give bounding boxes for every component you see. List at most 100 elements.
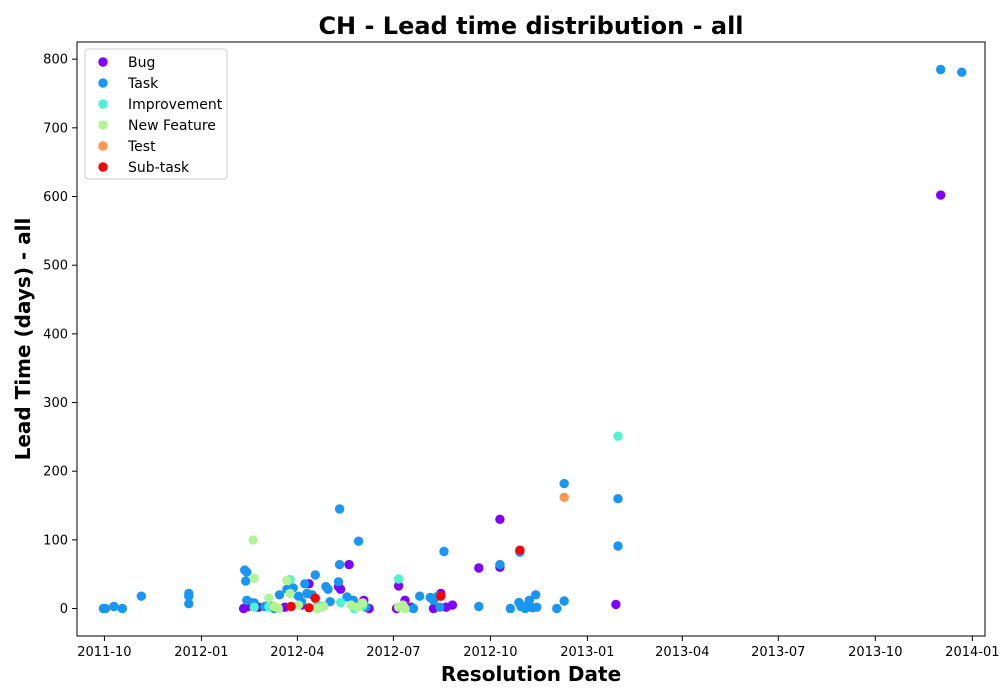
y-tick-label: 400 bbox=[43, 327, 68, 342]
point-task bbox=[334, 559, 345, 570]
x-tick-label: 2013-10 bbox=[848, 645, 902, 660]
x-tick-label: 2012-10 bbox=[463, 645, 517, 660]
point-new-feature bbox=[264, 593, 274, 603]
y-tick-label: 600 bbox=[43, 190, 68, 205]
point-sub-task bbox=[286, 601, 296, 612]
point-new-feature bbox=[319, 601, 329, 612]
point-task bbox=[334, 504, 345, 514]
point-task bbox=[242, 567, 252, 577]
legend-label: New Feature bbox=[128, 118, 216, 134]
chart-title: CH - Lead time distribution - all bbox=[318, 12, 743, 40]
point-task bbox=[474, 601, 484, 612]
point-new-feature bbox=[282, 575, 292, 586]
point-bug bbox=[335, 584, 346, 594]
point-task bbox=[100, 603, 111, 614]
point-new-feature bbox=[400, 603, 410, 614]
y-axis-title: Lead Time (days) - all bbox=[11, 218, 35, 461]
point-sub-task bbox=[310, 593, 320, 603]
point-new-feature bbox=[358, 598, 368, 608]
point-bug bbox=[447, 600, 458, 610]
x-tick-label: 2013-07 bbox=[751, 645, 805, 660]
point-task bbox=[435, 602, 445, 612]
point-task bbox=[310, 570, 320, 580]
point-task bbox=[524, 595, 535, 605]
legend: Bug Task Improvement New Feature Test Sub-tas… bbox=[84, 48, 228, 180]
x-tick-label: 2011-10 bbox=[77, 645, 131, 660]
point-task bbox=[333, 577, 344, 587]
y-tick-label: 0 bbox=[60, 602, 68, 617]
legend-marker bbox=[98, 99, 108, 109]
point-task bbox=[957, 67, 967, 77]
x-tick-label: 2012-07 bbox=[366, 645, 420, 660]
point-task bbox=[117, 603, 128, 614]
point-task bbox=[353, 536, 364, 546]
point-new-feature bbox=[273, 603, 284, 614]
legend-marker bbox=[98, 57, 108, 67]
point-task bbox=[613, 541, 623, 551]
point-task bbox=[532, 602, 542, 612]
point-task bbox=[323, 584, 333, 594]
point-bug bbox=[474, 563, 484, 573]
x-axis: 2011-10 2012-01 2012-04 2012-07 2012-10 2013-… bbox=[77, 636, 1000, 660]
point-task bbox=[136, 591, 146, 601]
point-sub-task bbox=[515, 545, 525, 555]
legend-label: Sub-task bbox=[128, 160, 190, 176]
point-task bbox=[415, 591, 425, 601]
x-tick-label: 2014-01 bbox=[945, 645, 999, 660]
point-bug bbox=[936, 190, 946, 200]
point-new-feature bbox=[249, 573, 259, 583]
legend-label: Improvement bbox=[128, 97, 223, 113]
point-improvement bbox=[249, 602, 259, 612]
point-improvement bbox=[335, 597, 346, 608]
point-task bbox=[495, 559, 505, 570]
point-sub-task bbox=[436, 591, 446, 601]
point-task bbox=[559, 596, 569, 606]
point-task bbox=[242, 595, 252, 605]
legend-marker bbox=[98, 120, 108, 130]
point-task bbox=[936, 64, 946, 75]
point-new-feature bbox=[248, 535, 258, 545]
point-task bbox=[613, 494, 623, 504]
legend-marker bbox=[98, 162, 108, 172]
y-axis: 0 100 200 300 400 500 600 700 800 bbox=[43, 53, 77, 617]
x-tick-label: 2012-01 bbox=[174, 645, 228, 660]
legend-marker bbox=[98, 78, 108, 88]
point-sub-task bbox=[304, 603, 314, 613]
point-new-feature bbox=[285, 588, 295, 599]
plot-area-frame bbox=[76, 41, 986, 637]
point-task bbox=[300, 579, 310, 589]
y-tick-label: 200 bbox=[43, 465, 68, 480]
y-tick-label: 500 bbox=[43, 259, 68, 274]
legend-label: Task bbox=[127, 76, 159, 92]
point-bug bbox=[344, 559, 354, 570]
legend-box bbox=[84, 48, 228, 180]
point-task bbox=[408, 603, 419, 614]
x-axis-title: Resolution Date bbox=[441, 662, 621, 686]
point-task bbox=[184, 588, 194, 599]
point-task bbox=[505, 603, 516, 614]
point-improvement bbox=[393, 574, 404, 584]
y-tick-label: 800 bbox=[43, 53, 68, 68]
point-task bbox=[109, 601, 119, 612]
x-tick-label: 2012-04 bbox=[270, 645, 324, 660]
point-bug bbox=[393, 581, 404, 591]
point-test bbox=[559, 492, 569, 502]
point-new-feature bbox=[293, 600, 304, 610]
data-points bbox=[98, 64, 967, 614]
point-task bbox=[274, 590, 285, 600]
legend-label: Test bbox=[127, 139, 156, 155]
y-tick-label: 300 bbox=[43, 396, 68, 411]
y-tick-label: 100 bbox=[43, 533, 68, 548]
y-tick-label: 700 bbox=[43, 121, 68, 136]
point-task bbox=[241, 576, 251, 586]
point-task bbox=[439, 546, 449, 557]
point-bug bbox=[495, 514, 505, 524]
point-task bbox=[531, 590, 541, 600]
x-tick-label: 2013-04 bbox=[655, 645, 709, 660]
point-task bbox=[552, 603, 562, 614]
point-task bbox=[559, 478, 569, 489]
point-task bbox=[184, 599, 194, 609]
x-tick-label: 2013-01 bbox=[560, 645, 614, 660]
point-improvement bbox=[613, 431, 623, 441]
